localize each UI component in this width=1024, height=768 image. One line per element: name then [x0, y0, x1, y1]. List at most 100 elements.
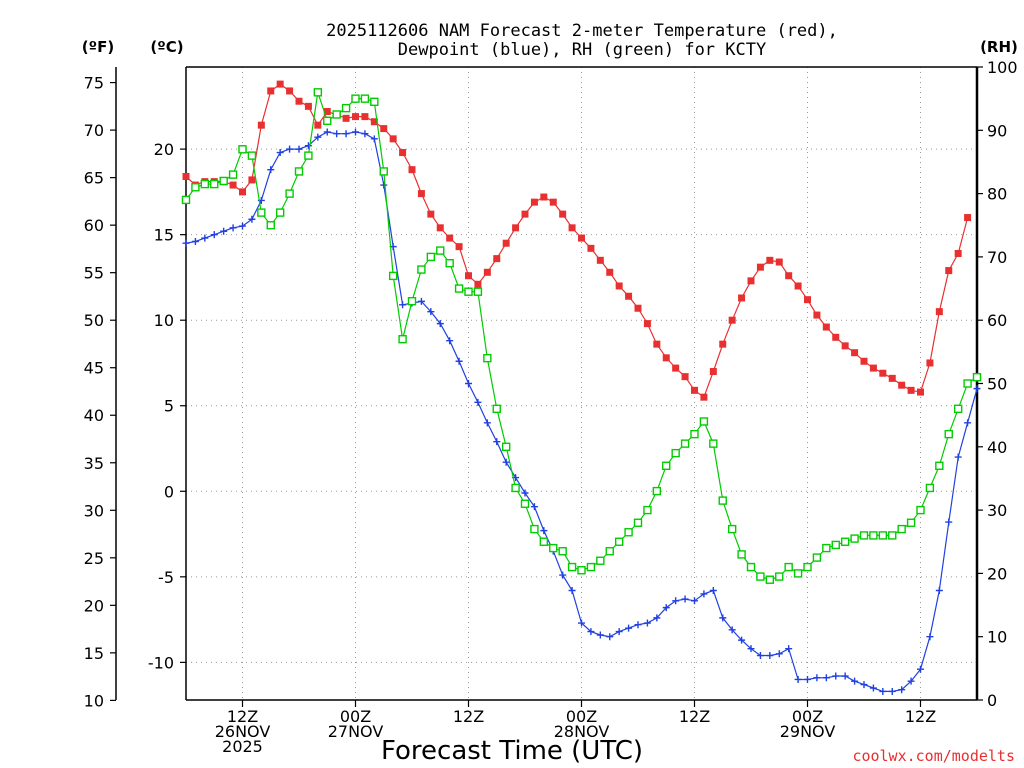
rh-tick-label: 0 [987, 691, 997, 710]
rh-point [831, 540, 840, 550]
dewpoint-point [596, 631, 604, 639]
dewpoint-point [672, 597, 680, 605]
temperature-point [352, 113, 359, 121]
dewpoint-point [719, 614, 727, 622]
rh-point [530, 524, 539, 534]
rh-point [765, 575, 775, 584]
dewpoint-point [465, 380, 472, 387]
rh-point [963, 379, 972, 388]
rh-point [671, 448, 680, 458]
dewpoint-point [399, 301, 407, 309]
rh-point [746, 562, 756, 572]
axes: 757065605550454035302520151020151050-5-1… [84, 58, 1018, 756]
temperature-point [813, 311, 821, 319]
dewpoint-point [436, 320, 444, 328]
temperature-point [314, 121, 322, 129]
temperature-point [248, 176, 256, 184]
dewpoint-point [248, 215, 256, 223]
rh-point [341, 103, 351, 113]
dewpoint-point [304, 142, 312, 150]
rh-point [803, 562, 812, 572]
dewpoint-point [917, 665, 924, 673]
rh-point [181, 195, 191, 205]
temperature-point [549, 198, 557, 206]
temperature-point [361, 113, 369, 121]
rh-point [501, 442, 511, 451]
rh-point [652, 486, 662, 496]
dewpoint-point [427, 308, 435, 316]
temperature-point [964, 214, 972, 222]
rh-point [972, 372, 982, 382]
dewpoint-point [578, 619, 585, 627]
rh-point [916, 505, 925, 515]
rh-point [614, 537, 624, 546]
temperature-point [568, 224, 576, 232]
dewpoint-point [502, 458, 510, 466]
rh-tick-label: 60 [987, 311, 1007, 330]
dewpoint-point [220, 227, 228, 235]
fahrenheit-tick-label: 50 [84, 311, 104, 330]
rh-point [445, 259, 454, 268]
temperature-point [399, 149, 407, 157]
temperature-point [700, 393, 708, 401]
dewpoint-point [653, 614, 661, 622]
temperature-point [935, 308, 943, 316]
dewpoint-point [681, 595, 689, 603]
temperature-point [775, 258, 783, 266]
dewpoint-point [568, 587, 576, 595]
rh-tick-label: 30 [987, 501, 1007, 520]
rh-point [323, 116, 332, 126]
rh-point [859, 531, 869, 540]
temperature-point [719, 340, 727, 348]
fahrenheit-tick-label: 65 [84, 169, 104, 188]
rh-point [840, 537, 850, 546]
fahrenheit-tick-label: 75 [84, 74, 104, 93]
dewpoint-series [182, 128, 981, 695]
rh-point [812, 553, 822, 562]
rh-point [953, 404, 963, 414]
dewpoint-point [182, 239, 190, 247]
dewpoint-point [662, 604, 670, 612]
fahrenheit-tick-label: 20 [84, 596, 104, 615]
rh-tick-label: 40 [987, 438, 1007, 457]
dewpoint-point [483, 419, 491, 427]
rh-point [690, 429, 699, 439]
rh-point [709, 439, 718, 448]
rh-point [483, 353, 492, 363]
rh-point [454, 284, 464, 293]
dewpoint-point [342, 130, 350, 138]
dewpoint-point [822, 674, 830, 682]
rh-point [586, 562, 596, 572]
dewpoint-point [530, 503, 538, 511]
temperature-point [945, 267, 953, 275]
temperature-point [625, 292, 633, 300]
dewpoint-point [766, 652, 774, 660]
rh-tick-label: 100 [987, 58, 1018, 77]
rh-point [737, 550, 746, 559]
temperature-point [662, 354, 670, 362]
dewpoint-point [474, 398, 482, 406]
rh-point [360, 94, 370, 103]
dewpoint-point [860, 681, 868, 689]
rh-unit-label: (RH) [980, 38, 1018, 56]
rh-point [567, 562, 577, 572]
dewpoint-point [888, 687, 896, 695]
temperature-point [907, 386, 915, 394]
dewpoint-point [775, 650, 783, 658]
grid-lines [186, 67, 977, 700]
temperature-point [276, 80, 284, 88]
temperature-point [267, 87, 275, 95]
rh-point [793, 569, 803, 578]
rh-tick-label: 80 [987, 185, 1007, 204]
celsius-tick-label: 5 [164, 397, 174, 416]
rh-point [718, 496, 727, 505]
rh-point [332, 110, 341, 119]
temperature-point [898, 381, 906, 389]
rh-point [897, 524, 906, 534]
temperature-point [841, 342, 849, 350]
temperature-point [286, 87, 294, 95]
temperature-point [455, 243, 463, 251]
temperature-point [804, 296, 811, 304]
rh-point [727, 524, 737, 534]
dewpoint-point [700, 590, 708, 598]
